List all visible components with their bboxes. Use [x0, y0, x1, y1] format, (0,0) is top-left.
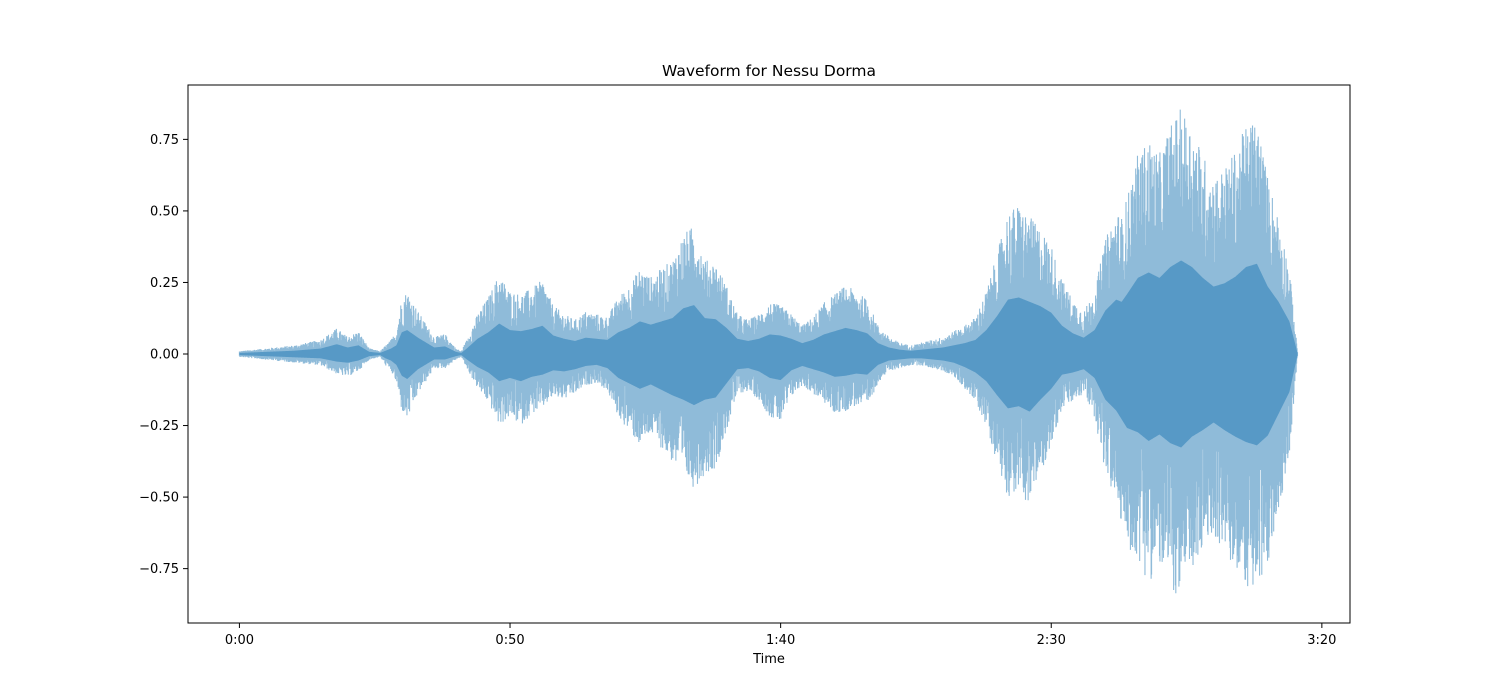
- plot-area: [187, 84, 1351, 624]
- x-axis: 0:00 0:50 1:40 2:30 3:20: [225, 623, 1336, 648]
- waveform-spikes: [238, 109, 1299, 594]
- waveform-layer: [238, 109, 1299, 594]
- y-axis: 0.75 0.50 0.25 0.00 −0.25 −0.50 −0.75: [139, 133, 188, 577]
- y-tick-label: 0.25: [150, 276, 179, 291]
- x-tick-label: 1:40: [766, 633, 795, 648]
- y-tick-label: −0.75: [139, 562, 179, 577]
- y-tick-label: 0.00: [150, 348, 179, 363]
- y-tick-label: −0.50: [139, 491, 179, 506]
- y-tick-label: 0.75: [150, 133, 179, 148]
- x-tick-label: 0:50: [495, 633, 524, 648]
- x-tick-label: 3:20: [1307, 633, 1336, 648]
- y-tick-label: −0.25: [139, 419, 179, 434]
- y-tick-label: 0.50: [150, 204, 179, 219]
- chart-title: Waveform for Nessu Dorma: [662, 62, 876, 80]
- x-axis-label: Time: [752, 652, 785, 667]
- x-tick-label: 2:30: [1037, 633, 1066, 648]
- x-tick-label: 0:00: [225, 633, 254, 648]
